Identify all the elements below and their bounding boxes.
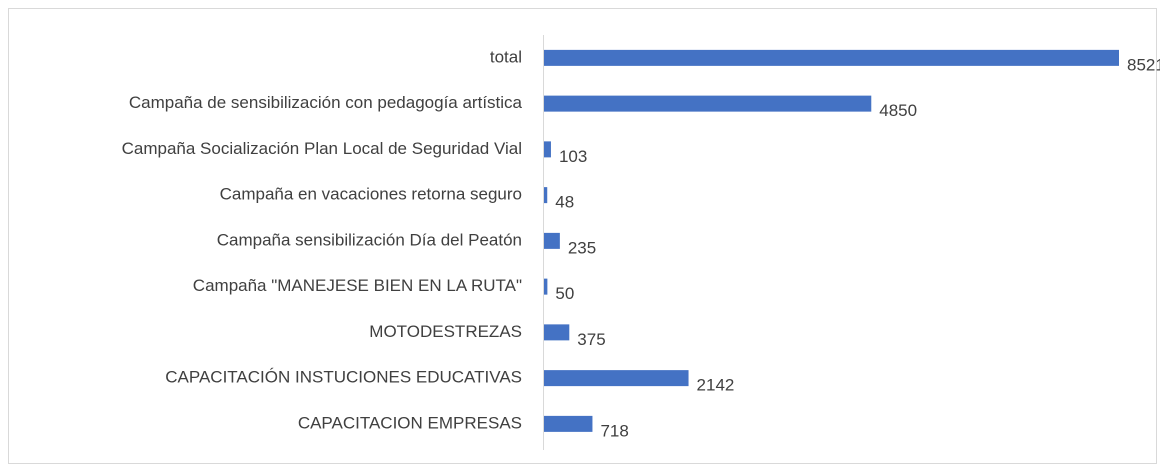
bar [544, 141, 551, 158]
bar [544, 187, 548, 204]
data-label: 2142 [697, 376, 735, 395]
bar [544, 278, 548, 295]
data-label: 235 [568, 238, 596, 257]
category-label: Campaña de sensibilización con pedagogía… [129, 93, 523, 112]
category-label: Campaña Socialización Plan Local de Segu… [122, 139, 522, 158]
category-label: CAPACITACIÓN INSTUCIONES EDUCATIVAS [165, 368, 522, 387]
data-label: 4850 [879, 101, 917, 120]
category-label: Campaña en vacaciones retorna seguro [220, 185, 522, 204]
data-label: 718 [600, 421, 628, 440]
bar [544, 324, 570, 341]
data-label: 8521 [1127, 55, 1160, 74]
category-label: Campaña "MANEJESE BIEN EN LA RUTA" [193, 276, 522, 295]
bar [544, 49, 1119, 66]
chart-frame [8, 8, 1157, 464]
bar [544, 232, 560, 249]
data-label: 48 [555, 193, 574, 212]
bar [544, 415, 593, 432]
bar [544, 370, 689, 387]
bar [544, 95, 872, 112]
data-label: 50 [555, 284, 574, 303]
category-label: CAPACITACION EMPRESAS [298, 413, 522, 432]
category-label: total [490, 47, 522, 66]
data-label: 103 [559, 147, 587, 166]
category-label: MOTODESTREZAS [369, 322, 522, 341]
data-label: 375 [577, 330, 605, 349]
category-label: Campaña sensibilización Día del Peatón [217, 230, 522, 249]
